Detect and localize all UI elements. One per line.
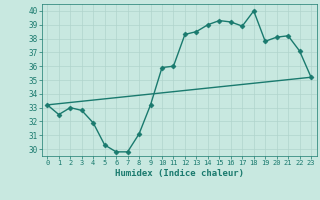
X-axis label: Humidex (Indice chaleur): Humidex (Indice chaleur) [115, 169, 244, 178]
